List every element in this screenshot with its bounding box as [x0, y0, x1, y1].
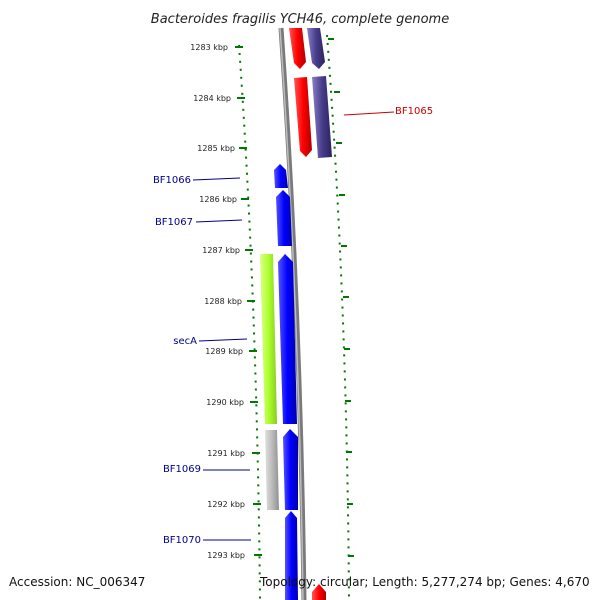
tick-label: 1292 kbp: [207, 500, 245, 509]
tick-label: 1288 kbp: [204, 297, 242, 306]
tick-label: 1291 kbp: [207, 449, 245, 458]
gene-label-bf1067[interactable]: BF1067: [155, 217, 193, 228]
tick-label: 1287 kbp: [202, 246, 240, 255]
gene-arrow-blue[interactable]: [283, 429, 298, 510]
gene-label-bf1065[interactable]: BF1065: [395, 106, 433, 117]
gene-arrow-blue[interactable]: [278, 254, 297, 424]
tick-label: 1283 kbp: [190, 43, 228, 52]
gene-features: [260, 28, 332, 600]
gene-label-bf1066[interactable]: BF1066: [153, 175, 191, 186]
topology-text: Topology: circular; Length: 5,277,274 bp…: [260, 575, 590, 589]
outer-ruler: [326, 34, 350, 600]
gene-arrow-red[interactable]: [294, 77, 312, 157]
ruler-tick-labels: 1283 kbp 1284 kbp 1285 kbp 1286 kbp 1287…: [190, 43, 245, 560]
gene-arrow-blue[interactable]: [276, 190, 292, 246]
tick-label: 1284 kbp: [193, 94, 231, 103]
gene-labels: BF1065 BF1066 BF1067 secA BF1069 BF1070: [153, 106, 433, 546]
gene-arrow-purple[interactable]: [312, 76, 332, 158]
gene-label-bf1070[interactable]: BF1070: [163, 535, 201, 546]
tick-label: 1290 kbp: [206, 398, 244, 407]
inner-ruler: [238, 44, 261, 600]
gene-label-bf1069[interactable]: BF1069: [163, 464, 201, 475]
gene-arrow-red[interactable]: [312, 584, 326, 600]
gene-arrow-red[interactable]: [289, 28, 306, 69]
map-title: Bacteroides fragilis YCH46, complete gen…: [151, 12, 449, 27]
gene-arrow-purple[interactable]: [307, 28, 325, 69]
tick-label: 1286 kbp: [199, 195, 237, 204]
gene-arrow-green[interactable]: [260, 254, 277, 424]
tick-label: 1289 kbp: [205, 347, 243, 356]
gene-arrow-blue[interactable]: [274, 164, 288, 188]
gene-arrow-gray[interactable]: [265, 430, 279, 510]
accession-text: Accession: NC_006347: [9, 575, 146, 589]
tick-label: 1293 kbp: [207, 551, 245, 560]
genome-backbone: [278, 27, 307, 600]
tick-label: 1285 kbp: [197, 144, 235, 153]
gene-arrow-blue[interactable]: [285, 511, 298, 600]
gene-label-leaders: [192, 111, 395, 541]
gene-label-seca[interactable]: secA: [173, 336, 197, 347]
ruler-ticks: [235, 38, 354, 557]
